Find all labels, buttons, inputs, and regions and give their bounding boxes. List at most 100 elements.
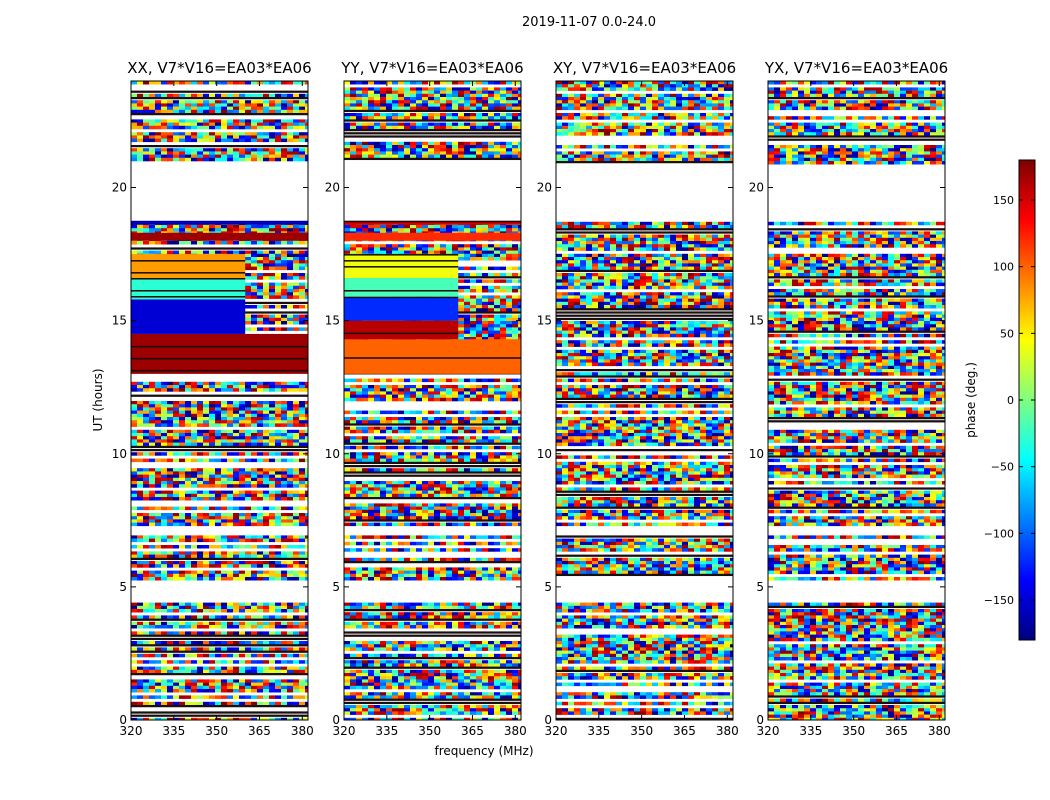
noise-cell	[488, 93, 495, 98]
noise-cell	[506, 103, 513, 107]
noise-cell	[221, 250, 228, 255]
noise-cell	[233, 474, 240, 479]
noise-cell	[245, 289, 252, 293]
noise-cell	[518, 321, 521, 325]
noise-cell	[251, 609, 258, 613]
noise-cell	[137, 513, 144, 517]
noise-cell	[221, 148, 228, 152]
noise-cell	[227, 401, 234, 405]
noise-cell	[185, 602, 192, 607]
noise-cell	[257, 490, 264, 495]
noise-cell	[440, 244, 447, 248]
noise-cell	[275, 317, 282, 322]
noise-cell	[197, 388, 204, 392]
noise-cell	[191, 647, 198, 651]
noise-cell	[350, 225, 357, 229]
noise-cell	[350, 87, 357, 91]
noise-cell	[452, 388, 459, 392]
noise-cell	[149, 701, 156, 706]
noise-cell	[452, 145, 459, 149]
noise-cell	[488, 244, 495, 248]
noise-cell	[233, 577, 240, 581]
noise-cell	[209, 625, 216, 629]
noise-cell	[440, 87, 447, 91]
noise-cell	[131, 615, 138, 619]
noise-cell	[221, 119, 228, 123]
noise-cell	[251, 327, 258, 331]
noise-cell	[131, 545, 138, 549]
noise-cell	[191, 609, 198, 613]
noise-cell	[239, 135, 246, 139]
noise-cell	[137, 109, 144, 114]
noise-cell	[299, 125, 306, 130]
noise-cell	[257, 519, 264, 523]
noise-cell	[305, 289, 308, 293]
noise-cell	[356, 154, 363, 159]
noise-cell	[380, 247, 387, 251]
noise-cell	[191, 458, 198, 463]
noise-cell	[131, 458, 138, 463]
noise-cell	[470, 81, 477, 85]
noise-cell	[131, 157, 138, 162]
noise-cell	[275, 103, 282, 107]
noise-cell	[506, 100, 513, 104]
noise-cell	[281, 327, 288, 331]
noise-cell	[143, 625, 150, 629]
noise-cell	[233, 551, 240, 555]
noise-cell	[518, 93, 521, 98]
noise-cell	[257, 577, 264, 581]
noise-cell	[167, 493, 174, 498]
noise-cell	[239, 404, 246, 408]
noise-cell	[281, 314, 288, 319]
noise-cell	[185, 653, 192, 658]
noise-cell	[263, 385, 270, 389]
noise-cell	[245, 436, 252, 440]
noise-cell	[446, 93, 453, 98]
noise-cell	[482, 87, 489, 91]
noise-cell	[215, 682, 222, 687]
noise-cell	[293, 647, 300, 651]
noise-cell	[197, 685, 204, 690]
noise-cell	[518, 301, 521, 306]
noise-cell	[149, 564, 156, 568]
noise-cell	[149, 631, 156, 635]
noise-cell	[233, 385, 240, 389]
noise-cell	[155, 404, 162, 408]
noise-cell	[476, 266, 483, 271]
noise-cell	[410, 125, 417, 130]
noise-cell	[452, 244, 459, 248]
noise-cell	[245, 407, 252, 411]
noise-cell	[245, 317, 252, 322]
noise-cell	[344, 148, 351, 152]
noise-cell	[380, 388, 387, 392]
noise-cell	[257, 513, 264, 517]
noise-cell	[257, 407, 264, 411]
noise-cell	[299, 439, 306, 443]
noise-cell	[149, 682, 156, 687]
noise-cell	[179, 100, 186, 104]
noise-cell	[404, 106, 411, 111]
noise-cell	[269, 257, 276, 261]
noise-cell	[299, 122, 306, 127]
noise-cell	[482, 253, 489, 258]
noise-cell	[197, 506, 204, 511]
noise-cell	[386, 145, 393, 149]
noise-cell	[305, 474, 308, 479]
noise-cell	[398, 378, 405, 383]
noise-cell	[245, 653, 252, 658]
noise-cell	[263, 260, 270, 264]
noise-cell	[440, 90, 447, 95]
noise-cell	[458, 257, 465, 261]
noise-cell	[161, 493, 168, 498]
noise-cell	[275, 305, 282, 309]
noise-cell	[173, 154, 180, 159]
noise-cell	[275, 442, 282, 447]
noise-cell	[185, 106, 192, 111]
noise-cell	[215, 471, 222, 475]
noise-cell	[209, 119, 216, 123]
noise-cell	[239, 122, 246, 127]
noise-cell	[476, 273, 483, 277]
noise-cell	[239, 228, 246, 232]
noise-cell	[227, 106, 234, 111]
noise-cell	[257, 250, 264, 255]
